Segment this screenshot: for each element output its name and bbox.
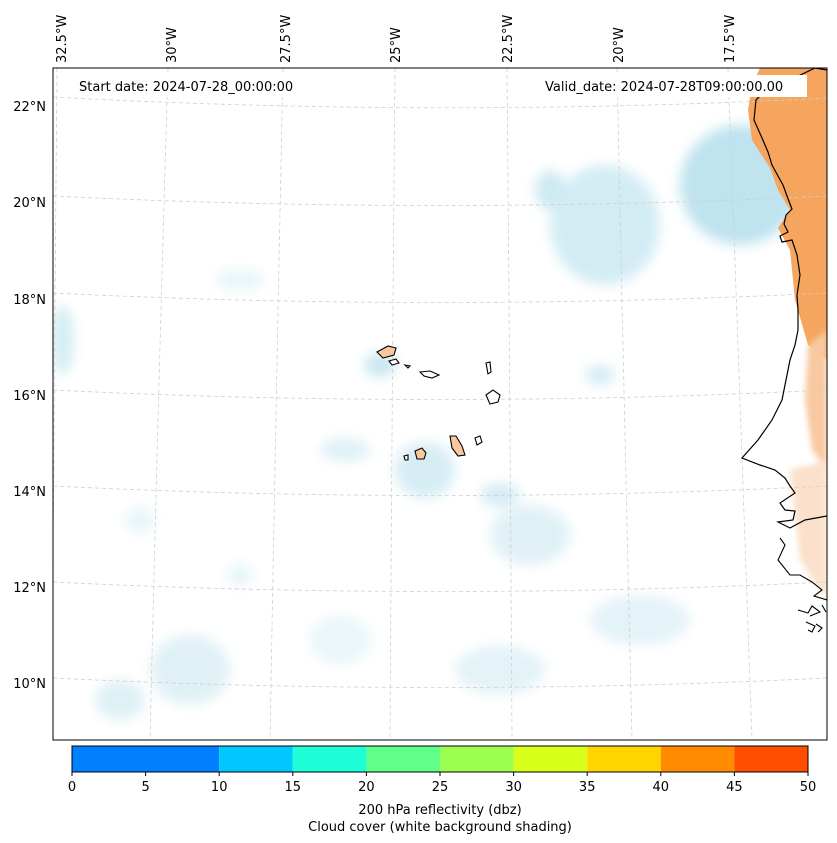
- cape-verde-islands: [376, 345, 501, 461]
- lon-label: 32.5°W: [55, 15, 70, 63]
- lat-label: 18°N: [13, 293, 46, 308]
- colorbar-tick-label: 15: [285, 780, 302, 795]
- colorbar-segment: [219, 746, 293, 772]
- lon-label: 17.5°W: [723, 15, 738, 63]
- island-maio: [474, 435, 483, 446]
- colorbar-segment: [72, 746, 220, 772]
- colorbar-segment: [587, 746, 661, 772]
- lon-label: 30°W: [165, 27, 180, 63]
- cloud-cover-shading: [53, 125, 800, 720]
- colorbar-segment: [366, 746, 440, 772]
- map-panel: [53, 68, 827, 740]
- start-date-text: Start date: 2024-07-28_00:00:00: [79, 80, 293, 95]
- colorbar-label-line2: Cloud cover (white background shading): [308, 820, 572, 835]
- colorbar-segment: [660, 746, 735, 772]
- colorbar-tick-label: 40: [653, 780, 670, 795]
- valid-date-text: Valid_date: 2024-07-28T09:00:00.00: [545, 80, 783, 95]
- lat-label: 12°N: [13, 581, 46, 596]
- colorbar-segment: [734, 746, 808, 772]
- colorbar-label-line1: 200 hPa reflectivity (dbz): [358, 803, 521, 818]
- island-santiago: [449, 435, 466, 457]
- island-santo-antao: [376, 345, 397, 359]
- lat-label: 22°N: [13, 100, 46, 115]
- island-sao-nicolau: [418, 370, 441, 379]
- island-brava: [403, 454, 409, 461]
- lon-label: 20°W: [612, 27, 627, 63]
- lat-label: 10°N: [13, 677, 46, 692]
- island-fogo: [414, 447, 427, 460]
- lat-label: 14°N: [13, 485, 46, 500]
- island-boa-vista: [485, 389, 501, 405]
- colorbar-tick-label: 25: [432, 780, 449, 795]
- start-date-box: [74, 75, 314, 97]
- lon-label: 25°W: [389, 27, 404, 63]
- island-sal: [485, 361, 492, 375]
- coastline-guinea-bissau: [777, 537, 827, 633]
- coastline-africa: [740, 68, 827, 529]
- colorbar-segment: [513, 746, 588, 772]
- colorbar-tick-label: 30: [505, 780, 522, 795]
- colorbar-tick-label: 35: [579, 780, 596, 795]
- colorbar-tick-label: 20: [358, 780, 375, 795]
- lat-label: 16°N: [13, 389, 46, 404]
- colorbar-tick-label: 5: [141, 780, 149, 795]
- latitude-labels: 22°N 20°N 18°N 16°N 14°N 12°N 10°N: [13, 100, 46, 692]
- colorbar-tick-label: 0: [68, 780, 76, 795]
- map-frame: [52, 67, 828, 741]
- island-santa-luzia: [403, 364, 412, 369]
- lon-label: 22.5°W: [501, 15, 516, 63]
- lon-label: 27.5°W: [279, 15, 294, 63]
- colorbar-segment: [292, 746, 367, 772]
- colorbar: 0 5 10 15 20 25 30 35 40 45 50: [68, 745, 817, 795]
- lat-label: 20°N: [13, 196, 46, 211]
- colorbar-segment: [440, 746, 514, 772]
- gridlines: [53, 68, 827, 740]
- colorbar-tick-label: 50: [800, 780, 817, 795]
- island-sao-vicente: [388, 358, 400, 366]
- colorbar-tick-label: 10: [211, 780, 228, 795]
- longitude-labels: 32.5°W 30°W 27.5°W 25°W 22.5°W 20°W 17.5…: [55, 15, 738, 63]
- colorbar-tick-label: 45: [726, 780, 743, 795]
- valid-date-box: [540, 75, 807, 97]
